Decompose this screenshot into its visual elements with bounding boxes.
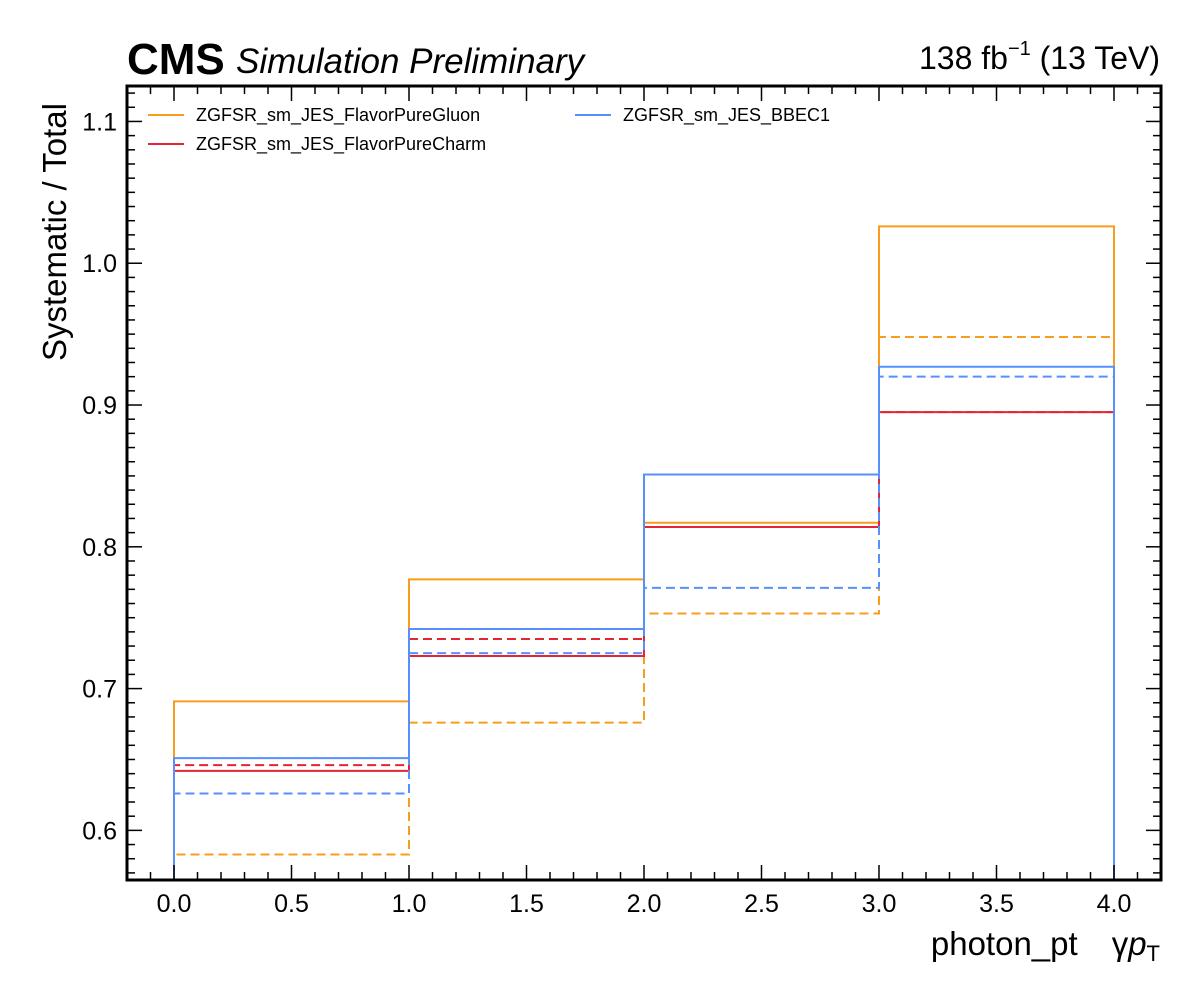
x-axis-label: photon_pt γpT xyxy=(930,925,1160,965)
status-subtitle: Simulation Preliminary xyxy=(236,42,585,81)
x-tick-label: 2.5 xyxy=(744,890,779,918)
x-axis-symbol: γpT xyxy=(1111,925,1160,965)
legend-item-charm: ZGFSR_sm_JES_FlavorPureCharm xyxy=(148,133,486,155)
axes-layer: 0.0 0.5 1.0 1.5 2.0 2.5 3.0 3.5 4.0 0.6 0.7 0.8 0.9 1… xyxy=(82,84,1163,918)
y-tick-label: 0.6 xyxy=(82,817,117,845)
series-4-solid xyxy=(173,365,1115,880)
legend-swatch-bbec1 xyxy=(575,114,611,116)
y-tick-label: 0.8 xyxy=(82,534,117,562)
series-5-dashed xyxy=(173,375,1115,880)
y-axis-label: Systematic / Total xyxy=(36,103,73,361)
x-tick-label: 2.0 xyxy=(627,890,662,918)
x-tick-label: 3.0 xyxy=(862,890,897,918)
lumi-exponent: −1 xyxy=(1007,38,1031,60)
legend-swatch-gluon xyxy=(148,114,184,116)
legend-label-gluon: ZGFSR_sm_JES_FlavorPureGluon xyxy=(196,104,481,125)
x-axis-p: p xyxy=(1128,925,1147,962)
x-axis-gamma: γ xyxy=(1111,925,1129,962)
y-tick-label: 1.1 xyxy=(82,108,117,136)
experiment-label: CMS xyxy=(127,35,225,84)
x-tick-label: 0.0 xyxy=(157,890,192,918)
legend-item-bbec1: ZGFSR_sm_JES_BBEC1 xyxy=(575,104,830,126)
y-tick-label: 1.0 xyxy=(82,250,117,278)
legend-item-gluon: ZGFSR_sm_JES_FlavorPureGluon xyxy=(148,104,480,126)
y-tick-label: 0.7 xyxy=(82,676,117,704)
lumi-energy: (13 TeV) xyxy=(1030,40,1160,76)
series-3-dashed xyxy=(173,411,1115,880)
legend-label-charm: ZGFSR_sm_JES_FlavorPureCharm xyxy=(196,133,487,154)
x-tick-label: 1.0 xyxy=(392,890,427,918)
x-tick-label: 3.5 xyxy=(979,890,1014,918)
legend-swatch-charm xyxy=(148,143,184,145)
luminosity-label: 138 fb−1 (13 TeV) xyxy=(918,39,1160,76)
x-tick-label: 0.5 xyxy=(274,890,309,918)
x-tick-label: 1.5 xyxy=(509,890,544,918)
x-axis-sub: T xyxy=(1146,941,1160,966)
series-1-dashed xyxy=(173,335,1115,880)
x-axis-label-text: photon_pt xyxy=(930,925,1078,962)
x-tick-label: 4.0 xyxy=(1097,890,1132,918)
y-tick-label: 0.9 xyxy=(82,392,117,420)
series-layer xyxy=(173,225,1115,880)
lumi-value: 138 fb xyxy=(918,40,1008,76)
legend-label-bbec1: ZGFSR_sm_JES_BBEC1 xyxy=(623,104,831,125)
